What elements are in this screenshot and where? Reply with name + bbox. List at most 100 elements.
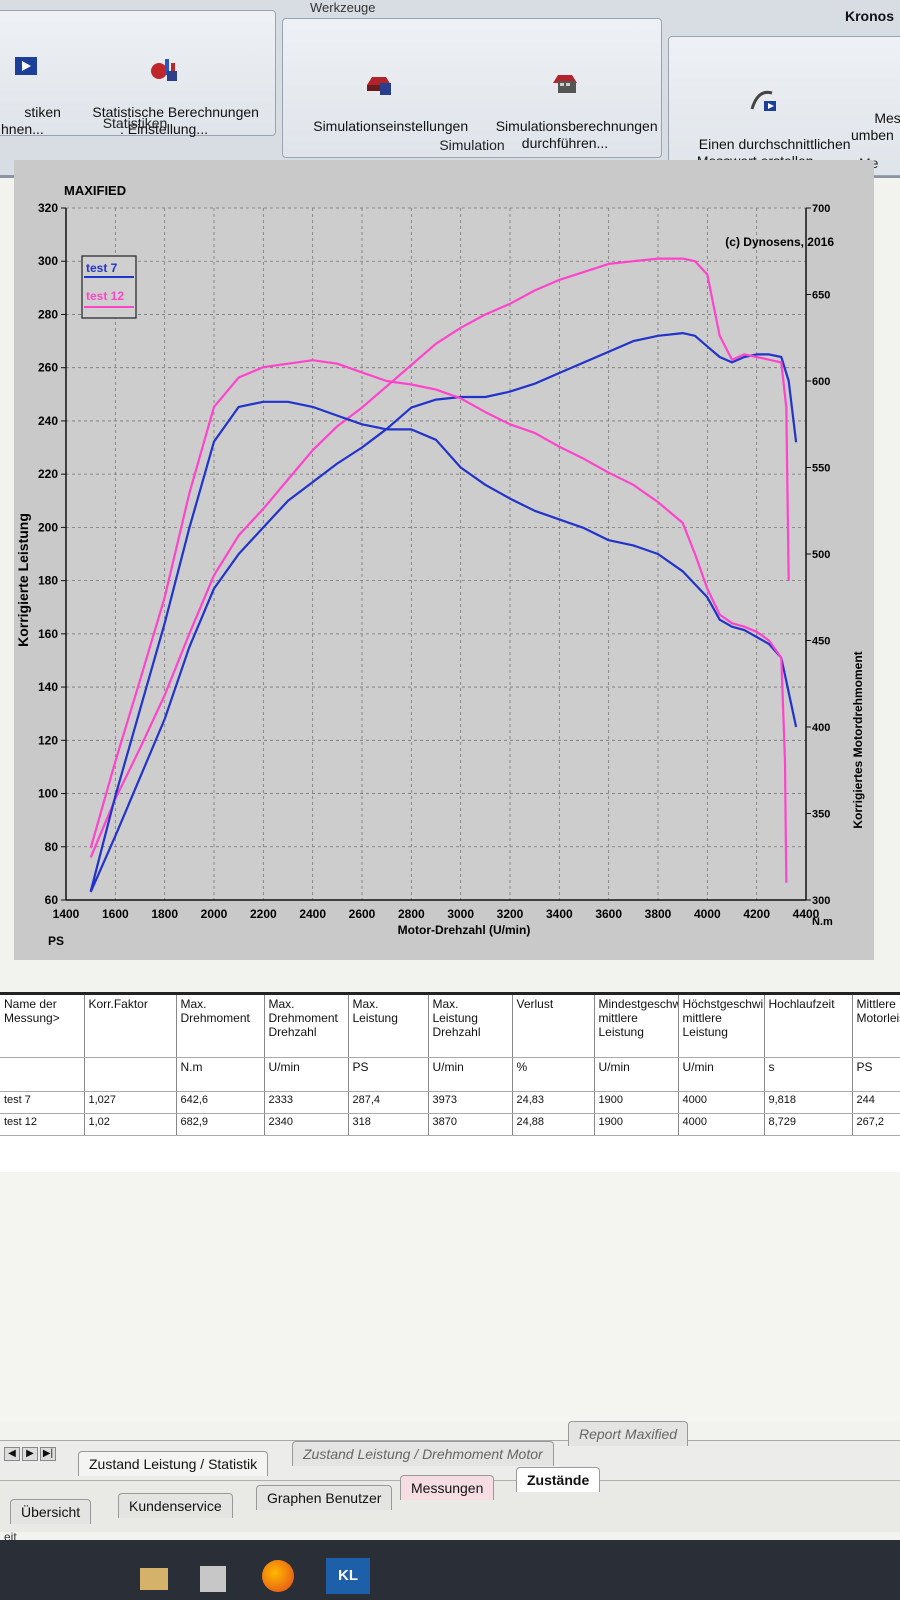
table-unit-row-cell: N.m: [176, 1057, 265, 1092]
table-unit-row-cell: U/min: [594, 1057, 679, 1092]
table-row-cell: 1900: [594, 1113, 679, 1136]
table-unit-row-cell: PS: [348, 1057, 429, 1092]
y-tick-label-left: 240: [38, 414, 58, 428]
series-lines: [89, 257, 798, 893]
x-tick-label: 4400: [793, 907, 820, 921]
taskbar: KL: [0, 1540, 900, 1600]
x-tick-label: 3600: [595, 907, 622, 921]
table-row-cell: 3973: [428, 1091, 513, 1114]
series-line-1: [89, 257, 790, 858]
statistische-berechnungen-button[interactable]: Statistische Berechnungen : Einstellung.…: [59, 19, 269, 155]
statistiken-label: stiken hnen...: [1, 104, 61, 137]
tab-nav-end-icon[interactable]: ▶|: [40, 1447, 56, 1461]
table-header-row-cell: Mindestgeschwindigkeit mittlere Leistung: [594, 995, 679, 1058]
y-tick-label-left: 280: [38, 307, 58, 321]
y-tick-label-left: 180: [38, 574, 58, 588]
legend-item-test7: test 7: [86, 261, 118, 275]
y-tick-label-right: 350: [812, 809, 830, 821]
table-row-cell: 3870: [428, 1113, 513, 1136]
tab-uebersicht[interactable]: Übersicht: [10, 1499, 92, 1524]
y-axis-right-label: Korrigiertes Motordrehmoment: [851, 651, 865, 828]
table-row[interactable]: test 12 1,02 682,9 2340 318 3870 24,88 1900 4000…: [0, 1113, 900, 1136]
table-unit-row-cell: PS: [852, 1057, 900, 1092]
x-tick-label: 3800: [645, 907, 672, 921]
table-header-row-cell: Korr.Faktor: [84, 995, 177, 1058]
table-unit-row-cell: s: [764, 1057, 853, 1092]
tab-zustand-leistung-drehmoment[interactable]: Zustand Leistung / Drehmoment Motor: [292, 1441, 554, 1466]
x-axis-label: Motor-Drehzahl (U/min): [398, 923, 531, 937]
legend-item-test12: test 12: [86, 289, 124, 303]
table-row-cell: 244: [852, 1091, 900, 1114]
x-tick-label: 4200: [743, 907, 770, 921]
store-icon[interactable]: [200, 1566, 226, 1592]
tab-zustand-leistung-statistik[interactable]: Zustand Leistung / Statistik: [78, 1451, 269, 1476]
table-row-cell: 287,4: [348, 1091, 429, 1114]
tab-graphen-benutzer[interactable]: Graphen Benutzer: [256, 1485, 393, 1510]
firefox-icon[interactable]: [262, 1560, 294, 1592]
x-tick-label: 2000: [201, 907, 228, 921]
empty-area: [0, 1172, 900, 1422]
ribbon-context-label: Werkzeuge: [310, 0, 376, 15]
y-tick-label-left: 220: [38, 467, 58, 481]
table-row-cell: 2333: [264, 1091, 349, 1114]
x-tick-label: 2200: [250, 907, 277, 921]
y-tick-label-right: 600: [812, 376, 830, 388]
group-label-statistiken: Statistiken: [102, 115, 168, 131]
table-row-cell: 1900: [594, 1091, 679, 1114]
table-header-row-cell: Mittlere Motorleistung: [852, 995, 900, 1058]
table-unit-row-cell: U/min: [428, 1057, 513, 1092]
table-unit-row-cell: U/min: [678, 1057, 765, 1092]
y-tick-label-right: 450: [812, 636, 830, 648]
series-line-3: [89, 359, 788, 883]
x-tick-label: 1800: [151, 907, 178, 921]
tab-nav-left-icon[interactable]: ◀: [4, 1447, 20, 1461]
table-row-cell: 642,6: [176, 1091, 265, 1114]
simulationseinstellungen-button[interactable]: Simulationseinstellungen: [289, 33, 469, 152]
table-row-cell: 8,729: [764, 1113, 853, 1136]
tab-report-maxified[interactable]: Report Maxified: [568, 1421, 689, 1446]
table-row-cell: 24,83: [512, 1091, 595, 1114]
plot-background: [66, 208, 806, 900]
table-row-cell: 682,9: [176, 1113, 265, 1136]
car-calculator-icon: [553, 75, 577, 93]
chart-panel: 1400 1600 1800 2000 2200 2400 2600 2800 3000 3200…: [14, 160, 874, 960]
group-label-simulation: Simulation: [439, 137, 505, 153]
table-header-row-cell: Name der Messung>: [0, 995, 85, 1058]
y-tick-label-left: 160: [38, 627, 58, 641]
table-row-cell: 4000: [678, 1113, 765, 1136]
tab-kundenservice[interactable]: Kundenservice: [118, 1493, 233, 1518]
table-header-row-cell: Max. Leistung: [348, 995, 429, 1058]
y-tick-label-left: 200: [38, 520, 58, 534]
y-tick-label-left: 120: [38, 733, 58, 747]
ribbon-group-statistiken: stiken hnen... Statistische Berechnungen…: [0, 10, 276, 137]
table-header-row-cell: Max. Leistung Drehzahl: [428, 995, 513, 1058]
average-curve-icon: [750, 90, 776, 111]
x-tick-label: 3000: [447, 907, 474, 921]
table-row-cell: 2340: [264, 1113, 349, 1136]
simulationsberechnungen-button[interactable]: Simulationsberechnungen durchführen...: [471, 33, 659, 169]
tab-nav-right-icon[interactable]: ▶: [22, 1447, 38, 1461]
folder-icon[interactable]: [140, 1568, 168, 1590]
view-tabs: ◀ ▶ ▶| Zustand Leistung / Statistik Zustan…: [0, 1421, 900, 1480]
statistiken-button[interactable]: stiken hnen...: [1, 19, 61, 155]
table-row-cell: 9,818: [764, 1091, 853, 1114]
y-tick-label-right: 700: [812, 203, 830, 215]
tab-zustaende[interactable]: Zustände: [516, 1467, 601, 1492]
unit-left-label: PS: [48, 934, 64, 948]
kl-app-icon[interactable]: KL: [326, 1558, 370, 1594]
table-header-row-cell: Verlust: [512, 995, 595, 1058]
legend: test 7 test 12: [81, 255, 137, 319]
simulationseinstellungen-label: Simulationseinstellungen: [313, 118, 469, 134]
ribbon: Werkzeuge Kronos stiken hnen... Statisti…: [0, 0, 900, 178]
chart-title: MAXIFIED: [64, 183, 126, 198]
results-table-area: Name der Messung> Korr.Faktor Max. Drehmom…: [0, 992, 900, 1172]
y-tick-label-left: 100: [38, 787, 58, 801]
messung-umbenennen-button[interactable]: Mess umben: [851, 93, 900, 161]
table-row-cell: 1,027: [84, 1091, 177, 1114]
table-row[interactable]: test 7 1,027 642,6 2333 287,4 3973 24,83 1900 40…: [0, 1091, 900, 1114]
tab-messungen[interactable]: Messungen: [400, 1475, 495, 1500]
simulationsberechnungen-label: Simulationsberechnungen durchführen...: [495, 118, 658, 151]
module-tabs: Übersicht Kundenservice Graphen Benutzer…: [0, 1467, 900, 1532]
statistische-berechnungen-label: Statistische Berechnungen : Einstellung.…: [92, 104, 259, 137]
table-row-cell: 318: [348, 1113, 429, 1136]
